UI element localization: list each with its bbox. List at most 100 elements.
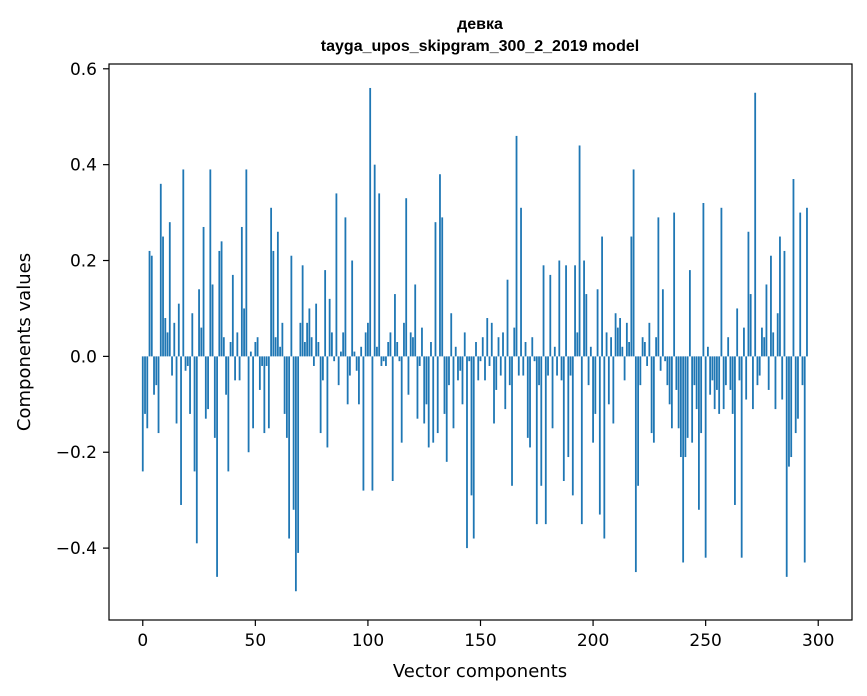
bar-127 — [427, 356, 430, 448]
bar-125 — [423, 356, 426, 424]
bar-118 — [407, 356, 410, 395]
bar-200 — [592, 356, 594, 443]
bar-34 — [218, 250, 221, 357]
bar-163 — [508, 356, 511, 386]
bar-85 — [333, 356, 336, 362]
bar-218 — [632, 169, 635, 357]
bar-65 — [288, 356, 291, 539]
bar-58 — [272, 250, 275, 357]
bar-55 — [265, 356, 268, 366]
bar-94 — [353, 351, 356, 357]
bar-220 — [637, 356, 640, 486]
bar-124 — [421, 327, 423, 357]
bar-53 — [261, 356, 263, 366]
bar-81 — [324, 270, 327, 357]
y-tick-label: 0.4 — [70, 156, 97, 176]
chart-subtitle: tayga_upos_skipgram_300_2_2019 model — [321, 38, 639, 55]
bar-162 — [506, 279, 509, 357]
bar-35 — [220, 241, 223, 357]
bar-76 — [312, 356, 315, 366]
bar-289 — [792, 179, 795, 357]
bar-170 — [524, 342, 527, 357]
bar-33 — [216, 356, 218, 577]
bar-63 — [283, 356, 286, 414]
bar-121 — [414, 284, 417, 357]
bar-95 — [355, 356, 358, 371]
bar-261 — [729, 356, 732, 390]
bar-243 — [688, 270, 691, 357]
bar-195 — [580, 356, 583, 525]
bar-128 — [430, 342, 432, 357]
bar-235 — [670, 356, 673, 429]
bar-107 — [382, 356, 385, 362]
bar-292 — [799, 212, 802, 357]
bar-165 — [513, 327, 516, 357]
bar-52 — [258, 356, 261, 390]
bar-276 — [763, 337, 766, 357]
bar-253 — [711, 356, 714, 381]
bar-264 — [736, 308, 739, 357]
bar-260 — [727, 337, 730, 357]
bar-202 — [596, 289, 599, 357]
bar-168 — [520, 207, 522, 357]
bar-241 — [684, 356, 687, 458]
bar-187 — [562, 356, 565, 481]
bar-179 — [544, 356, 547, 525]
bar-108 — [385, 356, 387, 366]
bar-40 — [231, 274, 234, 357]
bar-226 — [650, 356, 653, 434]
bar-244 — [691, 356, 694, 443]
bar-119 — [409, 332, 412, 357]
bar-4 — [150, 255, 153, 357]
bar-265 — [738, 356, 741, 381]
bar-36 — [222, 337, 225, 357]
bar-20 — [186, 356, 189, 366]
bar-99 — [364, 332, 367, 357]
bar-191 — [571, 356, 574, 496]
bar-181 — [549, 274, 552, 357]
bar-184 — [556, 356, 558, 376]
bar-54 — [263, 356, 266, 434]
x-axis-label: Vector components — [393, 661, 567, 682]
bar-197 — [585, 294, 588, 357]
bar-115 — [400, 356, 403, 443]
bar-231 — [661, 289, 664, 357]
bar-159 — [499, 356, 502, 376]
bar-247 — [698, 356, 700, 510]
bar-21 — [189, 356, 191, 414]
bar-294 — [803, 356, 806, 563]
bar-290 — [794, 356, 797, 434]
bar-83 — [328, 298, 331, 357]
bar-131 — [436, 356, 439, 434]
bar-158 — [497, 337, 500, 357]
bar-177 — [540, 356, 543, 486]
bar-190 — [569, 356, 572, 376]
x-tick-label: 50 — [245, 631, 267, 651]
bar-215 — [625, 322, 628, 357]
bar-9 — [162, 236, 164, 357]
bar-24 — [195, 356, 198, 544]
bar-281 — [774, 356, 777, 410]
bar-211 — [616, 327, 619, 357]
bar-188 — [565, 265, 567, 357]
bar-230 — [659, 356, 662, 371]
bar-150 — [479, 356, 482, 362]
bar-15 — [175, 356, 178, 424]
bar-212 — [619, 318, 621, 357]
bar-236 — [673, 212, 676, 357]
bar-82 — [326, 356, 329, 448]
bar-133 — [441, 217, 444, 357]
bar-126 — [425, 356, 428, 405]
bar-120 — [412, 337, 414, 357]
bar-193 — [576, 332, 579, 357]
bar-61 — [279, 346, 282, 357]
bar-103 — [373, 164, 376, 357]
bar-112 — [394, 294, 396, 357]
bar-178 — [542, 265, 545, 357]
bar-62 — [281, 322, 284, 357]
y-tick-label: 0.2 — [70, 252, 97, 272]
bar-157 — [495, 356, 498, 390]
bar-250 — [704, 356, 707, 558]
bar-77 — [315, 303, 318, 357]
bar-246 — [695, 356, 698, 410]
